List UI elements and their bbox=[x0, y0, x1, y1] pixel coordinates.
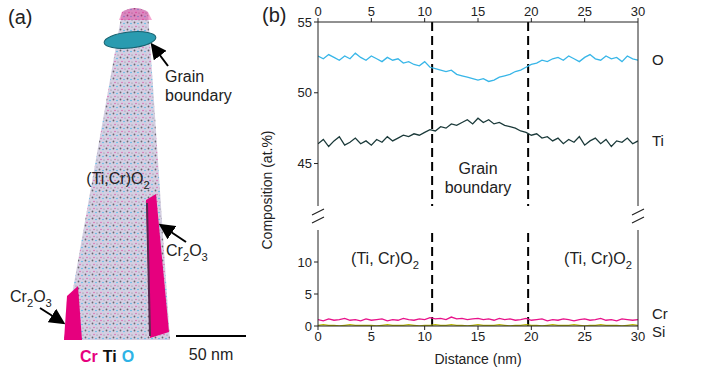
svg-text:O: O bbox=[652, 51, 664, 68]
svg-text:45: 45 bbox=[298, 156, 312, 171]
svg-text:Grain: Grain bbox=[165, 68, 204, 85]
svg-text:(Ti,Cr)O2: (Ti,Cr)O2 bbox=[86, 170, 149, 191]
svg-text:Cr2O3: Cr2O3 bbox=[166, 242, 208, 263]
svg-text:Cr: Cr bbox=[652, 305, 668, 322]
svg-text:50 nm: 50 nm bbox=[189, 346, 233, 363]
svg-text:5: 5 bbox=[368, 329, 375, 344]
svg-text:10: 10 bbox=[298, 255, 312, 270]
svg-text:5: 5 bbox=[368, 4, 375, 19]
svg-text:boundary: boundary bbox=[165, 87, 232, 104]
svg-text:(Ti, Cr)O2: (Ti, Cr)O2 bbox=[564, 250, 632, 271]
svg-text:15: 15 bbox=[471, 4, 485, 19]
svg-text:(b): (b) bbox=[262, 4, 286, 26]
svg-text:25: 25 bbox=[577, 329, 591, 344]
svg-text:Cr2O3: Cr2O3 bbox=[10, 288, 52, 309]
svg-text:CrTiO: CrTiO bbox=[80, 348, 134, 365]
svg-text:Distance (nm): Distance (nm) bbox=[434, 351, 521, 367]
svg-text:0: 0 bbox=[305, 319, 312, 334]
svg-text:Composition (at.%): Composition (at.%) bbox=[259, 130, 275, 249]
svg-text:50: 50 bbox=[298, 85, 312, 100]
svg-text:(Ti, Cr)O2: (Ti, Cr)O2 bbox=[351, 250, 419, 271]
svg-text:Ti: Ti bbox=[652, 132, 664, 149]
svg-text:0: 0 bbox=[314, 329, 321, 344]
svg-text:boundary: boundary bbox=[445, 179, 512, 196]
svg-text:55: 55 bbox=[298, 15, 312, 30]
svg-text:Si: Si bbox=[652, 323, 665, 340]
svg-text:(a): (a) bbox=[8, 6, 32, 28]
svg-text:30: 30 bbox=[631, 329, 645, 344]
svg-text:0: 0 bbox=[314, 4, 321, 19]
svg-text:15: 15 bbox=[471, 329, 485, 344]
svg-text:20: 20 bbox=[524, 4, 538, 19]
svg-text:10: 10 bbox=[417, 329, 431, 344]
svg-text:25: 25 bbox=[577, 4, 591, 19]
svg-text:5: 5 bbox=[305, 287, 312, 302]
svg-text:20: 20 bbox=[524, 329, 538, 344]
svg-text:30: 30 bbox=[631, 4, 645, 19]
svg-text:Grain: Grain bbox=[458, 160, 497, 177]
svg-text:10: 10 bbox=[417, 4, 431, 19]
